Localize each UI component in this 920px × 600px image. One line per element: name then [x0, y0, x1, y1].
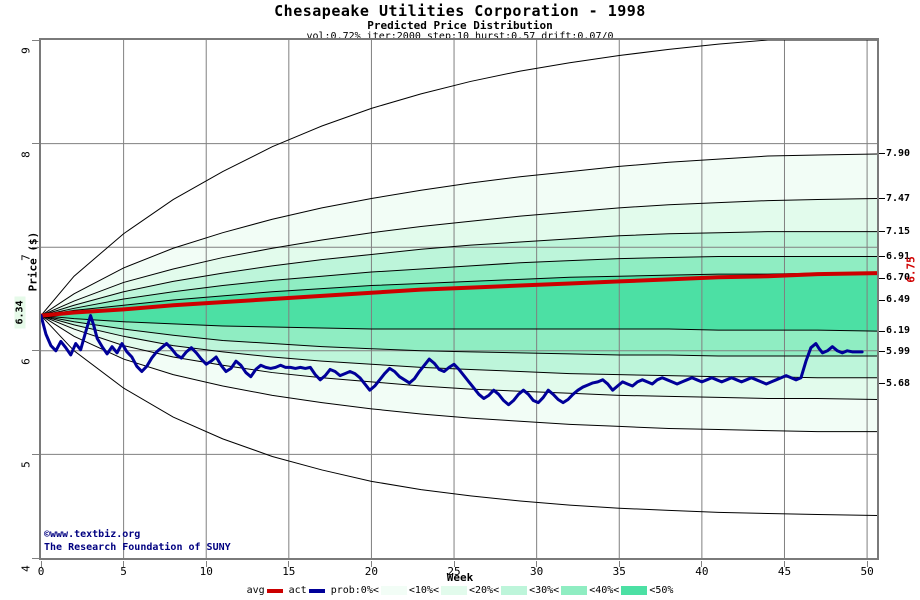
right-tick-6-49 — [879, 299, 885, 301]
legend-avg-label: avg — [246, 585, 265, 596]
x-tick-label-50: 50 — [860, 565, 874, 578]
chart-svg — [41, 40, 877, 558]
right-price-label-5-68: 5.68 — [886, 377, 911, 389]
band-edge-upper — [41, 198, 877, 317]
band-edge-upper — [41, 231, 877, 317]
right-price-label-7-47: 7.47 — [886, 192, 911, 204]
credits-line2: The Research Foundation of SUNY — [44, 542, 231, 553]
x-tick-mark-30 — [536, 561, 538, 567]
band-edge-upper — [41, 272, 877, 317]
x-tick-label-15: 15 — [282, 565, 296, 578]
plot-area — [39, 38, 879, 560]
right-price-label-6-49: 6.49 — [886, 294, 911, 306]
legend-swatch-3 — [501, 586, 528, 595]
legend-item-label-5: <50% — [649, 585, 674, 596]
x-axis-label: Week — [446, 571, 474, 584]
y-tick-mark-7 — [32, 246, 39, 248]
x-tick-label-5: 5 — [120, 565, 127, 578]
band-edge-lower — [41, 315, 877, 357]
x-tick-label-20: 20 — [364, 565, 379, 578]
legend-swatch-2 — [440, 586, 467, 595]
credits: ©www.textbiz.org The Research Foundation… — [44, 528, 231, 554]
band-edge-upper — [41, 153, 877, 316]
right-price-label-6-70: 6.70 — [886, 272, 911, 284]
legend-item-label-4: <40%< — [589, 585, 620, 596]
x-tick-label-35: 35 — [612, 565, 626, 578]
y-tick-label-6: 6 — [19, 357, 33, 365]
band-edge-upper — [41, 256, 877, 317]
x-tick-mark-45 — [783, 561, 785, 567]
actual-price-line — [41, 314, 864, 407]
start-price-label: 6.34 — [14, 296, 26, 329]
legend-avg-line-swatch — [266, 588, 283, 593]
right-tick-7-15 — [879, 231, 885, 233]
band--50- — [41, 273, 877, 332]
chart-title: Chesapeake Utilities Corporation - 1998 — [274, 2, 646, 20]
x-tick-mark-40 — [701, 561, 703, 567]
x-tick-mark-25 — [453, 561, 455, 567]
right-tick-6-70 — [879, 277, 885, 279]
legend-swatch-5 — [621, 586, 648, 595]
right-price-label-6-91: 6.91 — [886, 250, 911, 262]
right-tick-6-91 — [879, 256, 885, 258]
right-price-label-7-15: 7.15 — [886, 225, 911, 237]
y-tick-label-7: 7 — [19, 254, 33, 261]
avg-price-line — [41, 271, 877, 318]
x-tick-mark-50 — [866, 561, 868, 567]
chart-parameters: vol:0.72% iter:2000 step:10 hurst:0.57 d… — [306, 31, 614, 42]
y-tick-label-8: 8 — [19, 150, 33, 158]
x-tick-mark-10 — [205, 561, 207, 567]
y-tick-label-5: 5 — [19, 461, 33, 469]
legend-prob-label: prob:0%< — [330, 585, 379, 596]
end-avg-price-label: 6.75 — [904, 256, 918, 283]
legend-item-label-1: <10%< — [408, 585, 439, 596]
x-tick-label-10: 10 — [199, 565, 213, 578]
right-price-label-6-19: 6.19 — [886, 325, 911, 337]
x-tick-mark-35 — [618, 561, 620, 567]
x-tick-mark-5 — [123, 561, 125, 567]
band-edge-lower — [41, 315, 877, 400]
plot-canvas — [41, 40, 877, 558]
legend-item-label-2: <20%< — [468, 585, 500, 596]
right-price-label-7-90: 7.90 — [886, 147, 911, 159]
x-tick-mark-15 — [288, 561, 290, 567]
right-tick-6-19 — [879, 330, 885, 332]
right-price-label-5-99: 5.99 — [886, 345, 911, 357]
legend-swatch-4 — [561, 586, 588, 595]
x-tick-mark-0 — [40, 561, 42, 567]
x-tick-label-25: 25 — [447, 565, 461, 578]
y-tick-mark-6 — [32, 350, 39, 352]
x-tick-mark-20 — [370, 561, 372, 567]
y-tick-mark-8 — [32, 143, 39, 145]
band-edge-lower — [41, 315, 877, 517]
right-tick-5-99 — [879, 351, 885, 353]
legend-act-label: act — [288, 585, 307, 596]
band-edge-lower — [41, 315, 877, 433]
legend-item-label-3: <30%< — [529, 585, 560, 596]
y-tick-mark-9 — [32, 39, 39, 41]
legend-swatch-1 — [380, 586, 407, 595]
right-tick-7-90 — [879, 153, 885, 155]
y-tick-mark-4 — [32, 557, 39, 559]
right-tick-7-47 — [879, 198, 885, 199]
legend-act-line-swatch — [308, 588, 325, 593]
x-tick-label-45: 45 — [777, 565, 792, 578]
x-tick-label-30: 30 — [530, 565, 544, 578]
y-tick-label-9: 9 — [19, 47, 33, 54]
band-edge-lower — [41, 315, 877, 332]
x-tick-label-40: 40 — [695, 565, 709, 578]
band-edge-upper — [41, 40, 877, 316]
credits-line1: ©www.textbiz.org — [44, 529, 141, 540]
chart-subtitle: Predicted Price Distribution — [367, 19, 553, 32]
right-tick-5-68 — [879, 383, 885, 385]
x-tick-label-0: 0 — [37, 565, 45, 578]
chart-legend: avg act prob:0%< <10%< <20%< <30%< <40%< <50% — [0, 585, 920, 596]
y-tick-mark-5 — [32, 453, 39, 455]
